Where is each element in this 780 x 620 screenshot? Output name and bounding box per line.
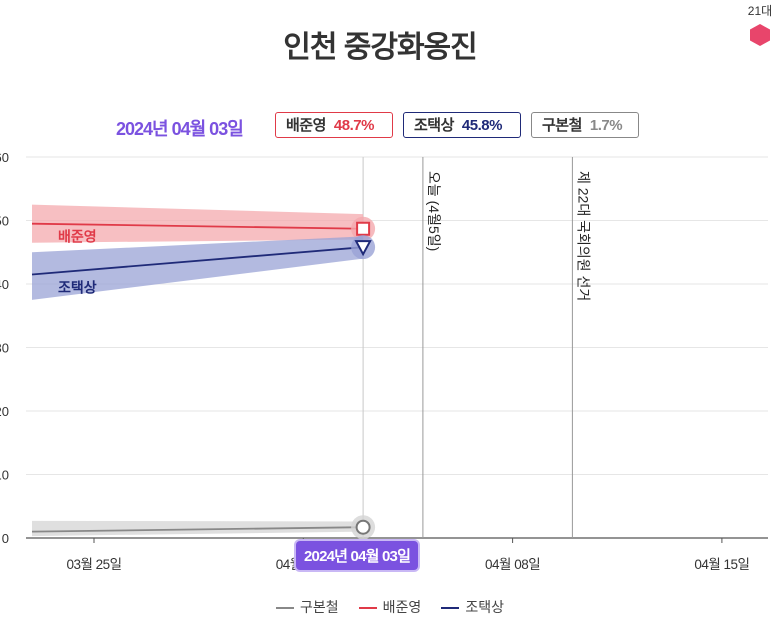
data-point	[356, 221, 371, 236]
legend-label: 구본철	[300, 599, 339, 615]
y-tick-label: 10	[0, 468, 9, 483]
candidate-name: 구본철	[542, 117, 582, 134]
x-tick-label: 04월 15일	[694, 557, 749, 570]
candidate-name: 조택상	[414, 117, 454, 134]
candidate-badge-cho[interactable]: 조택상 45.8%	[403, 112, 521, 138]
hexagon-icon	[750, 24, 770, 46]
candidate-value: 48.7%	[333, 117, 375, 134]
poll-summary: 2024년 04월 03일 배준영 48.7% 조택상 45.8% 구본철 1.7%	[0, 112, 780, 142]
legend-swatch	[276, 607, 295, 610]
candidate-badge-bae[interactable]: 배준영 48.7%	[275, 112, 393, 138]
assembly-badge[interactable]: 21대	[740, 0, 780, 47]
series-line	[31, 246, 364, 276]
confidence-band	[32, 236, 364, 300]
date-tooltip: 2024년 04월 03일	[296, 541, 419, 570]
summary-date: 2024년 04월 03일	[116, 119, 244, 139]
legend-label: 조택상	[465, 599, 504, 615]
candidate-badge-gu[interactable]: 구본철 1.7%	[531, 112, 639, 138]
annotation-label: 오늘 (4월5일)	[426, 171, 442, 251]
candidate-value: 45.8%	[461, 117, 503, 134]
y-tick-label: 40	[0, 277, 9, 292]
series-inline-label: 조택상	[58, 279, 97, 295]
y-tick-label: 60	[0, 150, 9, 165]
y-tick-label: 50	[0, 214, 9, 229]
legend-item[interactable]: 배준영	[358, 597, 422, 617]
legend-label: 배준영	[382, 599, 422, 615]
y-tick-label: 30	[0, 341, 9, 356]
badge-label: 21대	[747, 4, 773, 18]
series-inline-label: 배준영	[58, 229, 97, 245]
legend-swatch	[441, 607, 460, 610]
confidence-band	[32, 520, 364, 537]
series-line	[31, 526, 364, 533]
x-tick-label: 03월 25일	[66, 557, 121, 570]
y-tick-label: 0	[2, 531, 9, 546]
annotation-label: 제 22대 국회의원 선거	[575, 171, 591, 301]
series-line	[31, 222, 364, 230]
candidate-value: 1.7%	[589, 117, 623, 134]
candidate-name: 배준영	[286, 117, 326, 134]
data-point	[354, 240, 372, 257]
legend-item[interactable]: 구본철	[276, 597, 339, 617]
page-title: 인천 중강화옹진	[283, 31, 478, 64]
confidence-band	[32, 204, 364, 243]
chart-legend: 구본철 배준영 조택상	[0, 597, 780, 617]
data-point	[355, 519, 371, 535]
y-tick-label: 20	[0, 404, 9, 419]
x-tick-label: 04월 08일	[485, 557, 540, 570]
legend-item[interactable]: 조택상	[441, 597, 504, 617]
legend-swatch	[358, 607, 377, 610]
